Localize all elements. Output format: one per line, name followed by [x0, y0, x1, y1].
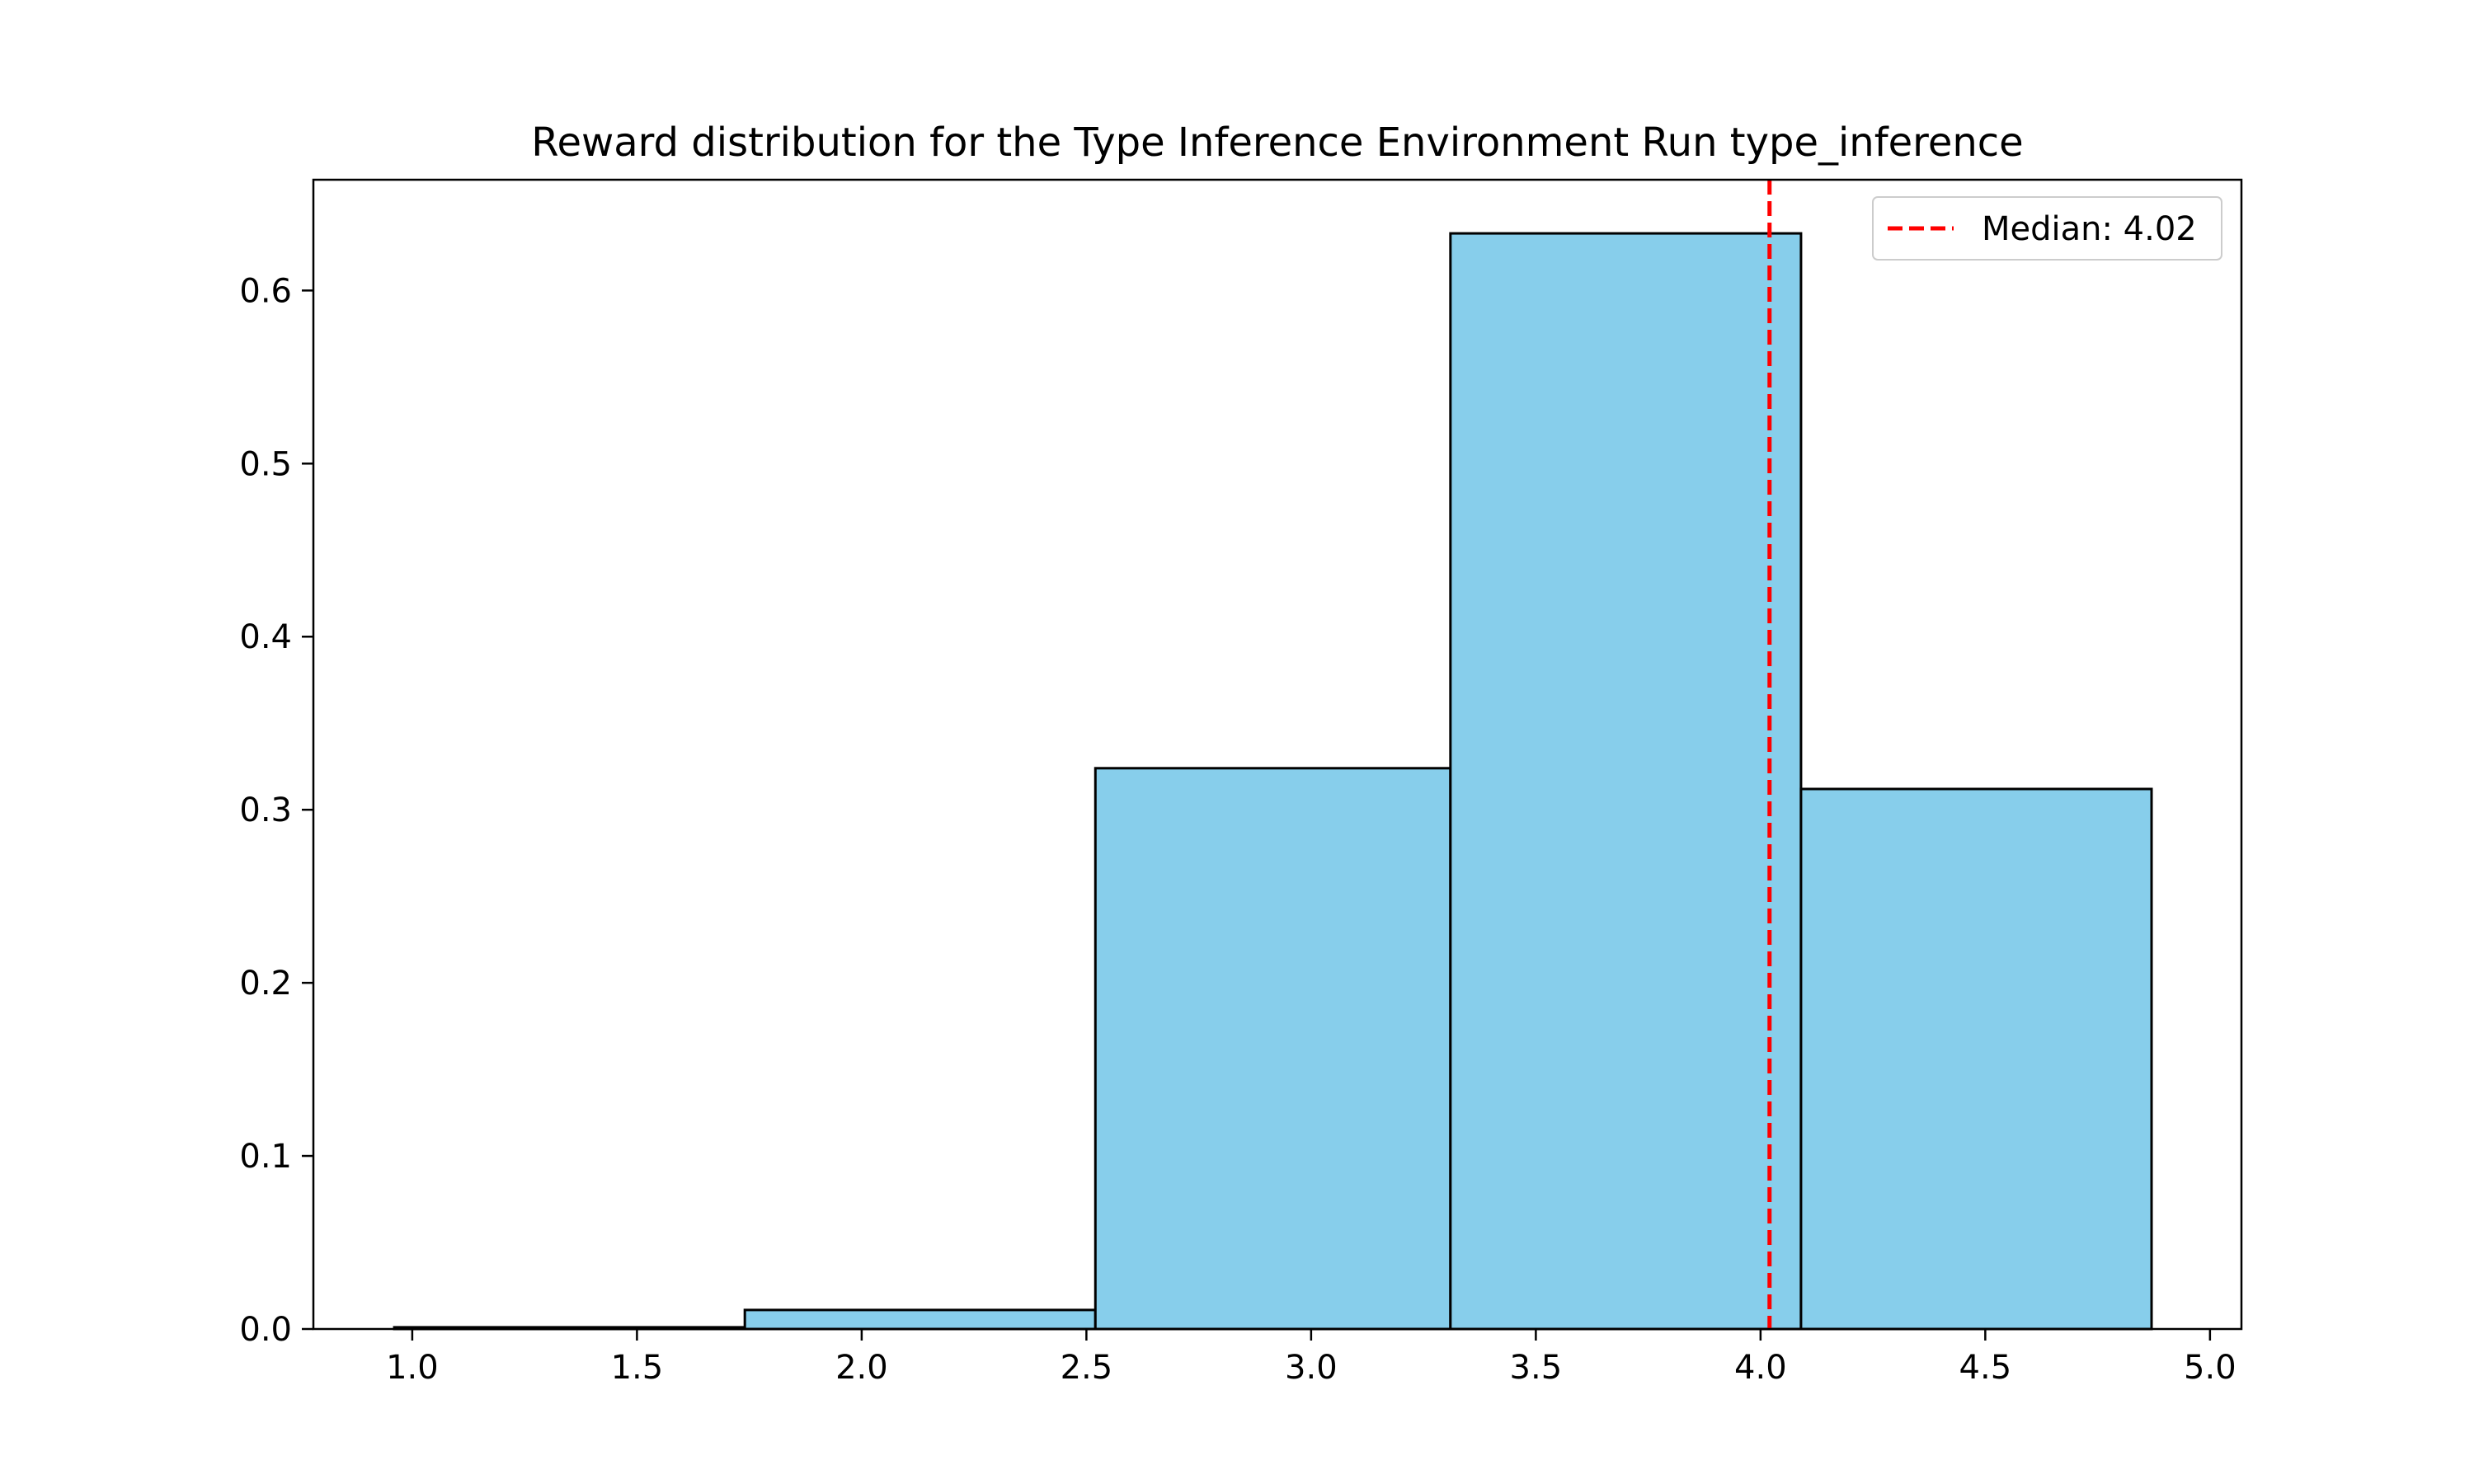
y-tick-label: 0.2: [239, 965, 292, 1003]
y-tick-label: 0.3: [239, 791, 292, 829]
legend: Median: 4.02: [1872, 196, 2222, 261]
x-tick-label: 2.5: [1061, 1349, 1113, 1387]
y-axis: 0.0 0.1 0.2 0.3 0.4 0.5 0.6: [239, 272, 313, 1349]
x-tick-label: 3.0: [1285, 1349, 1338, 1387]
x-tick-label: 2.0: [835, 1349, 888, 1387]
legend-box: [1872, 196, 2222, 261]
x-tick-label: 4.5: [1959, 1349, 2012, 1387]
histogram-bar: [743, 1308, 1097, 1331]
chart-title: Reward distribution for the Type Inferen…: [531, 120, 2023, 166]
axes-frame: [312, 178, 2243, 1331]
histogram-bar: [1094, 767, 1452, 1331]
x-tick-label: 1.5: [611, 1349, 664, 1387]
histogram-bar: [1449, 232, 1803, 1331]
y-tick-label: 0.4: [239, 618, 292, 656]
x-tick-label: 3.5: [1510, 1349, 1563, 1387]
legend-median-label: Median: 4.02: [1982, 210, 2197, 248]
bars-layer: [393, 232, 2153, 1331]
x-axis: 1.0 1.5 2.0 2.5 3.0 3.5 4.0 4.5 5.0: [386, 1329, 2236, 1387]
x-tick-label: 1.0: [386, 1349, 439, 1387]
y-tick-label: 0.0: [239, 1311, 292, 1349]
x-tick-label: 4.0: [1734, 1349, 1787, 1387]
y-tick-label: 0.1: [239, 1138, 292, 1176]
y-tick-label: 0.6: [239, 272, 292, 310]
x-tick-label: 5.0: [2184, 1349, 2236, 1387]
y-tick-label: 0.5: [239, 445, 292, 483]
histogram-bar: [1799, 787, 2153, 1331]
